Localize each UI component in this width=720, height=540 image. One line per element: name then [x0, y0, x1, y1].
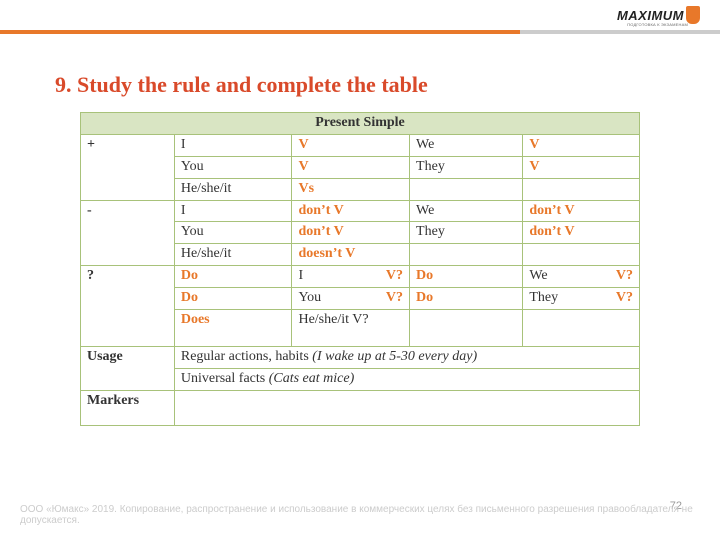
bar-orange: [0, 30, 520, 34]
cell: [523, 178, 640, 200]
neg-label: -: [81, 200, 175, 266]
cell-text: I: [298, 267, 303, 286]
cell: Do: [174, 266, 292, 288]
ques-label: ?: [81, 266, 175, 347]
cell: doesn’t V: [292, 244, 410, 266]
markers-row: Markers: [81, 390, 640, 425]
cell: They: [410, 222, 523, 244]
cell: Vs: [292, 178, 410, 200]
logo-text: MAXIMUM: [617, 8, 684, 23]
cell: V: [523, 156, 640, 178]
usage-example: (I wake up at 5-30 every day): [312, 349, 477, 364]
markers-label: Markers: [81, 390, 175, 425]
cell: You: [174, 222, 292, 244]
cell: don’t V: [523, 222, 640, 244]
cell: V: [292, 156, 410, 178]
brand-logo: MAXIMUM ПОДГОТОВКА К ЭКЗАМЕНАМ: [617, 6, 700, 24]
cell: You: [174, 156, 292, 178]
cell: [523, 310, 640, 347]
cell-text: You: [298, 289, 321, 308]
cell: They V?: [523, 288, 640, 310]
cell: Do: [174, 288, 292, 310]
bar-gray: [520, 30, 720, 34]
cell: I V?: [292, 266, 410, 288]
cell: Do: [410, 266, 523, 288]
cell: They: [410, 156, 523, 178]
usage-example: (Cats eat mice): [269, 371, 355, 386]
usage-text: Regular actions, habits: [181, 349, 312, 364]
footer-copyright: ООО «Юмакс» 2019. Копирование, распростр…: [20, 504, 700, 526]
cell-verb: V?: [616, 267, 633, 286]
cell: We: [410, 200, 523, 222]
cell: He/she/it: [174, 178, 292, 200]
cell: You V?: [292, 288, 410, 310]
page-title-wrap: 9. Study the rule and complete the table: [55, 72, 428, 98]
neg-row-1: - I don’t V We don’t V: [81, 200, 640, 222]
usage-text-1: Regular actions, habits (I wake up at 5-…: [174, 347, 639, 369]
cell: [523, 244, 640, 266]
usage-text: Universal facts: [181, 371, 269, 386]
logo-badge-icon: [686, 6, 700, 24]
cell-text: He/she/it V?: [298, 312, 368, 327]
cell-text: They: [529, 289, 558, 308]
cell-verb: V?: [386, 289, 403, 308]
cell: [410, 178, 523, 200]
usage-label: Usage: [81, 347, 175, 391]
cell: don’t V: [292, 200, 410, 222]
cell: [410, 244, 523, 266]
usage-text-2: Universal facts (Cats eat mice): [174, 368, 639, 390]
grammar-table: Present Simple + I V We V You V They V H…: [80, 112, 640, 426]
cell-text: We: [529, 267, 547, 286]
cell: V: [523, 134, 640, 156]
cell: Does: [174, 310, 292, 347]
cell: [410, 310, 523, 347]
cell: We: [410, 134, 523, 156]
cell: He/she/it V?: [292, 310, 410, 347]
page-title: 9. Study the rule and complete the table: [55, 72, 428, 98]
cell: don’t V: [292, 222, 410, 244]
cell: V: [292, 134, 410, 156]
cell-verb: V?: [386, 267, 403, 286]
markers-cell: [174, 390, 639, 425]
affirm-label: +: [81, 134, 175, 200]
affirm-row-1: + I V We V: [81, 134, 640, 156]
logo-tagline: ПОДГОТОВКА К ЭКЗАМЕНАМ: [627, 22, 688, 27]
cell: I: [174, 200, 292, 222]
ques-row-1: ? Do IV? Do WeV?: [81, 266, 640, 288]
cell: We V?: [523, 266, 640, 288]
cell: don’t V: [523, 200, 640, 222]
top-accent-bar: [0, 30, 720, 34]
usage-row-1: Usage Regular actions, habits (I wake up…: [81, 347, 640, 369]
cell: Do: [410, 288, 523, 310]
table-header: Present Simple: [81, 113, 640, 135]
cell: He/she/it: [174, 244, 292, 266]
cell-verb: V?: [616, 289, 633, 308]
cell: I: [174, 134, 292, 156]
